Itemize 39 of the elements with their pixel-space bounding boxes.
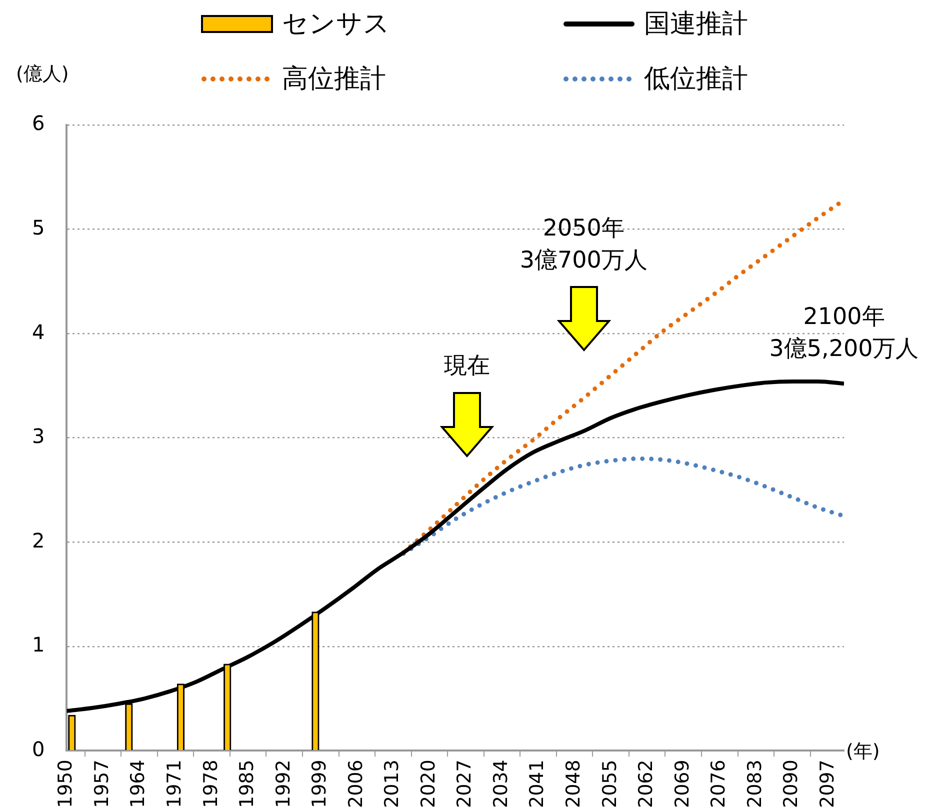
x-tick-label: 2062 bbox=[635, 760, 658, 808]
x-tick-label: 2034 bbox=[490, 760, 512, 808]
x-tick-label: 2013 bbox=[381, 760, 404, 808]
x-tick-label: 1971 bbox=[163, 760, 186, 808]
line-series bbox=[401, 456, 844, 556]
x-tick-label: 2083 bbox=[744, 760, 766, 808]
y-tick-label: 1 bbox=[32, 632, 45, 657]
annotation: 2050年 3億700万人 bbox=[520, 216, 648, 274]
y-tick-label: 5 bbox=[32, 215, 45, 240]
x-tick-label: 1978 bbox=[200, 760, 222, 808]
legend-label: 高位推計 bbox=[282, 63, 386, 96]
annotation: 2100年 3億5,200万人 bbox=[769, 304, 919, 362]
y-tick-label: 6 bbox=[32, 111, 45, 136]
x-tick-label: 1950 bbox=[54, 760, 77, 808]
x-tick-label: 1985 bbox=[236, 760, 258, 808]
y-tick-label: 2 bbox=[32, 528, 45, 552]
legend-label: センサス bbox=[282, 8, 390, 41]
y-tick-label: 4 bbox=[32, 320, 45, 344]
x-tick-label: 1964 bbox=[127, 760, 150, 808]
x-tick-label: 1957 bbox=[90, 760, 113, 808]
y-tick-label: 0 bbox=[32, 736, 45, 761]
x-tick-label: 2006 bbox=[344, 760, 367, 808]
y-axis-title: (億人) bbox=[16, 62, 69, 85]
x-tick-label: 2020 bbox=[417, 760, 440, 808]
x-tick-label: 1992 bbox=[272, 760, 294, 808]
y-tick-label: 3 bbox=[32, 424, 45, 448]
x-tick-label: 2048 bbox=[562, 760, 584, 808]
x-tick-label: 2041 bbox=[526, 760, 548, 808]
x-tick-label: 2069 bbox=[671, 760, 694, 808]
x-tick-label: 2027 bbox=[454, 760, 476, 808]
x-tick-label: 2076 bbox=[708, 760, 730, 808]
x-tick-label: 2097 bbox=[816, 760, 838, 808]
x-tick-label: 1999 bbox=[308, 760, 331, 808]
legend-label: 国連推計 bbox=[644, 8, 748, 41]
x-axis-title: (年) bbox=[846, 740, 880, 763]
annotation: 現在 bbox=[444, 353, 490, 380]
x-tick-label: 2090 bbox=[780, 760, 802, 808]
legend-label: 低位推計 bbox=[644, 63, 748, 96]
x-tick-label: 2055 bbox=[598, 760, 621, 808]
